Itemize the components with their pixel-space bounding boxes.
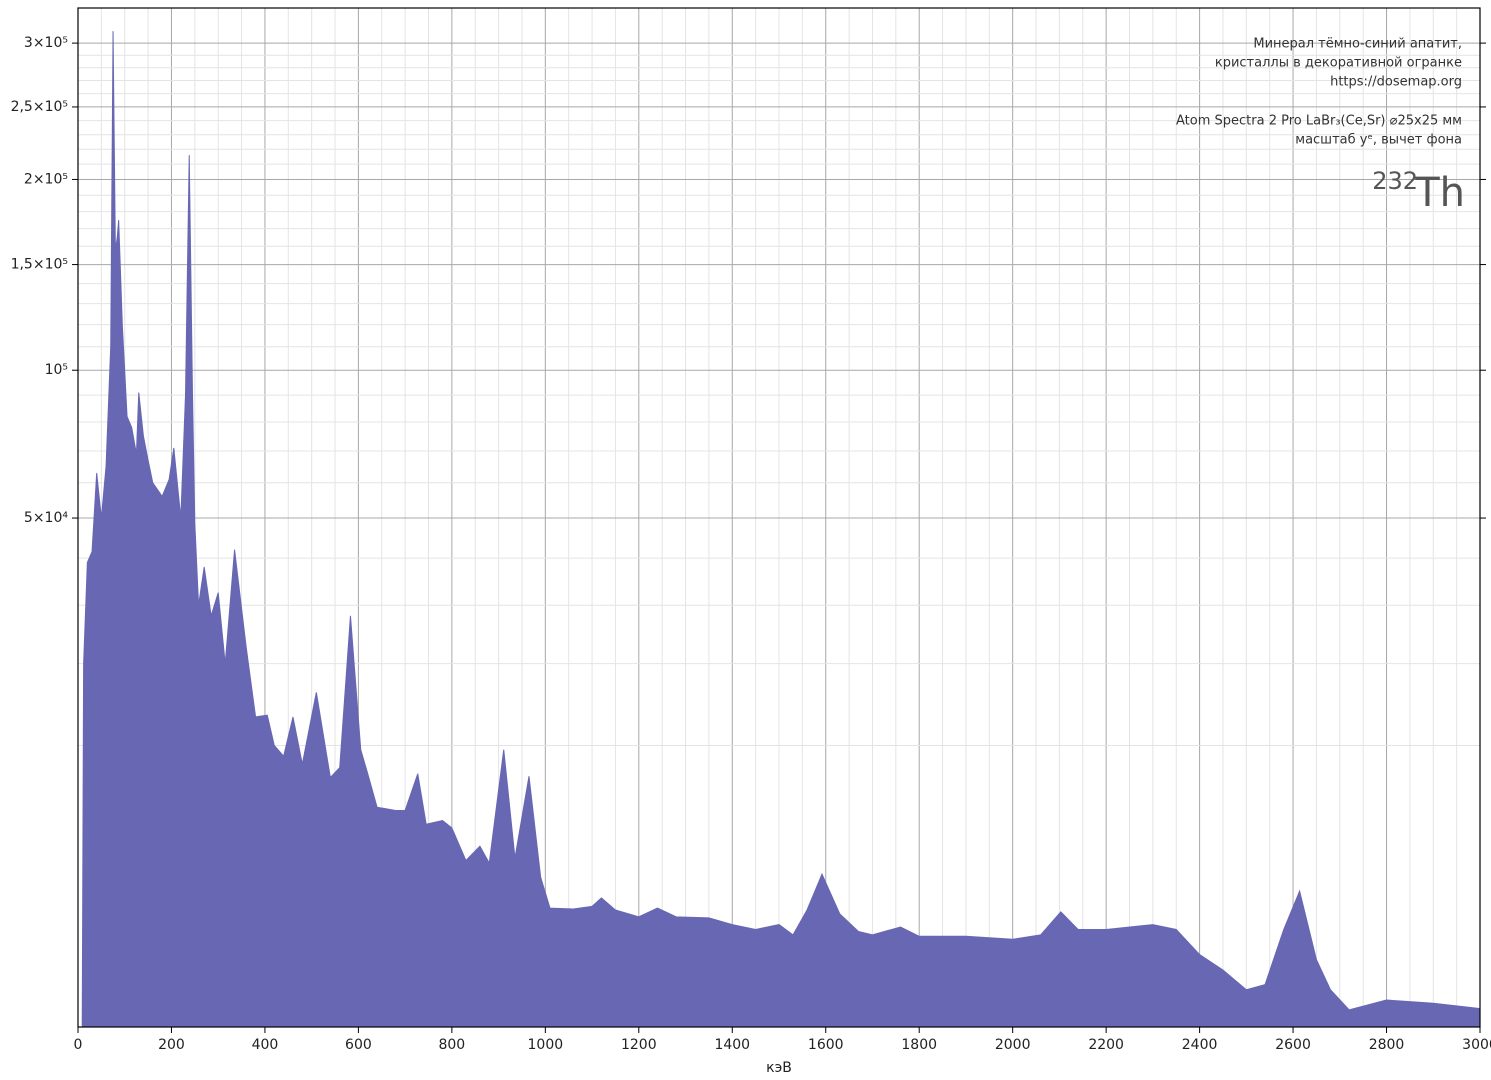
x-tick-label: 2400 bbox=[1182, 1037, 1218, 1053]
x-tick-label: 1800 bbox=[901, 1037, 937, 1053]
y-tick-label: 3×10⁵ bbox=[24, 35, 68, 51]
plot-frame bbox=[77, 7, 1481, 1028]
x-tick-label: 2200 bbox=[1088, 1037, 1124, 1053]
x-tick-label: 2600 bbox=[1275, 1037, 1311, 1053]
plot bbox=[81, 31, 1481, 1028]
annotation: Atom Spectra 2 Pro LaBr₃(Ce,Sr) ⌀25x25 м… bbox=[1176, 114, 1462, 129]
y-tick-label: 5×10⁴ bbox=[24, 510, 68, 526]
x-tick-label: 200 bbox=[158, 1037, 185, 1053]
x-tick-label: 1600 bbox=[808, 1037, 844, 1053]
y-tick-label: 2,5×10⁵ bbox=[11, 99, 68, 115]
isotope-element: Th bbox=[1414, 170, 1465, 216]
y-tick-label: 10⁵ bbox=[45, 362, 68, 378]
y-tick-label: 2×10⁵ bbox=[24, 171, 68, 187]
annotation: https://dosemap.org bbox=[1330, 75, 1462, 90]
x-axis-label: кэВ bbox=[766, 1060, 792, 1076]
x-tick-label: 3000 bbox=[1462, 1037, 1491, 1053]
x-tick-label: 1400 bbox=[714, 1037, 750, 1053]
x-tick-label: 0 bbox=[74, 1037, 83, 1053]
x-tick-label: 400 bbox=[252, 1037, 279, 1053]
y-tick-label: 1,5×10⁵ bbox=[11, 257, 68, 273]
spectrum-area bbox=[81, 31, 1481, 1028]
x-tick-label: 1200 bbox=[621, 1037, 657, 1053]
x-tick-label: 1000 bbox=[528, 1037, 564, 1053]
x-tick-label: 800 bbox=[438, 1037, 465, 1053]
x-tick-label: 2000 bbox=[995, 1037, 1031, 1053]
annotation: масштаб yᵉ, вычет фона bbox=[1295, 133, 1462, 148]
annotation: Минерал тёмно-синий апатит, bbox=[1253, 37, 1462, 52]
x-tick-label: 2800 bbox=[1369, 1037, 1405, 1053]
annotation: кристаллы в декоративной огранке bbox=[1215, 56, 1462, 71]
x-tick-label: 600 bbox=[345, 1037, 372, 1053]
isotope-mass: 232 bbox=[1372, 167, 1418, 195]
